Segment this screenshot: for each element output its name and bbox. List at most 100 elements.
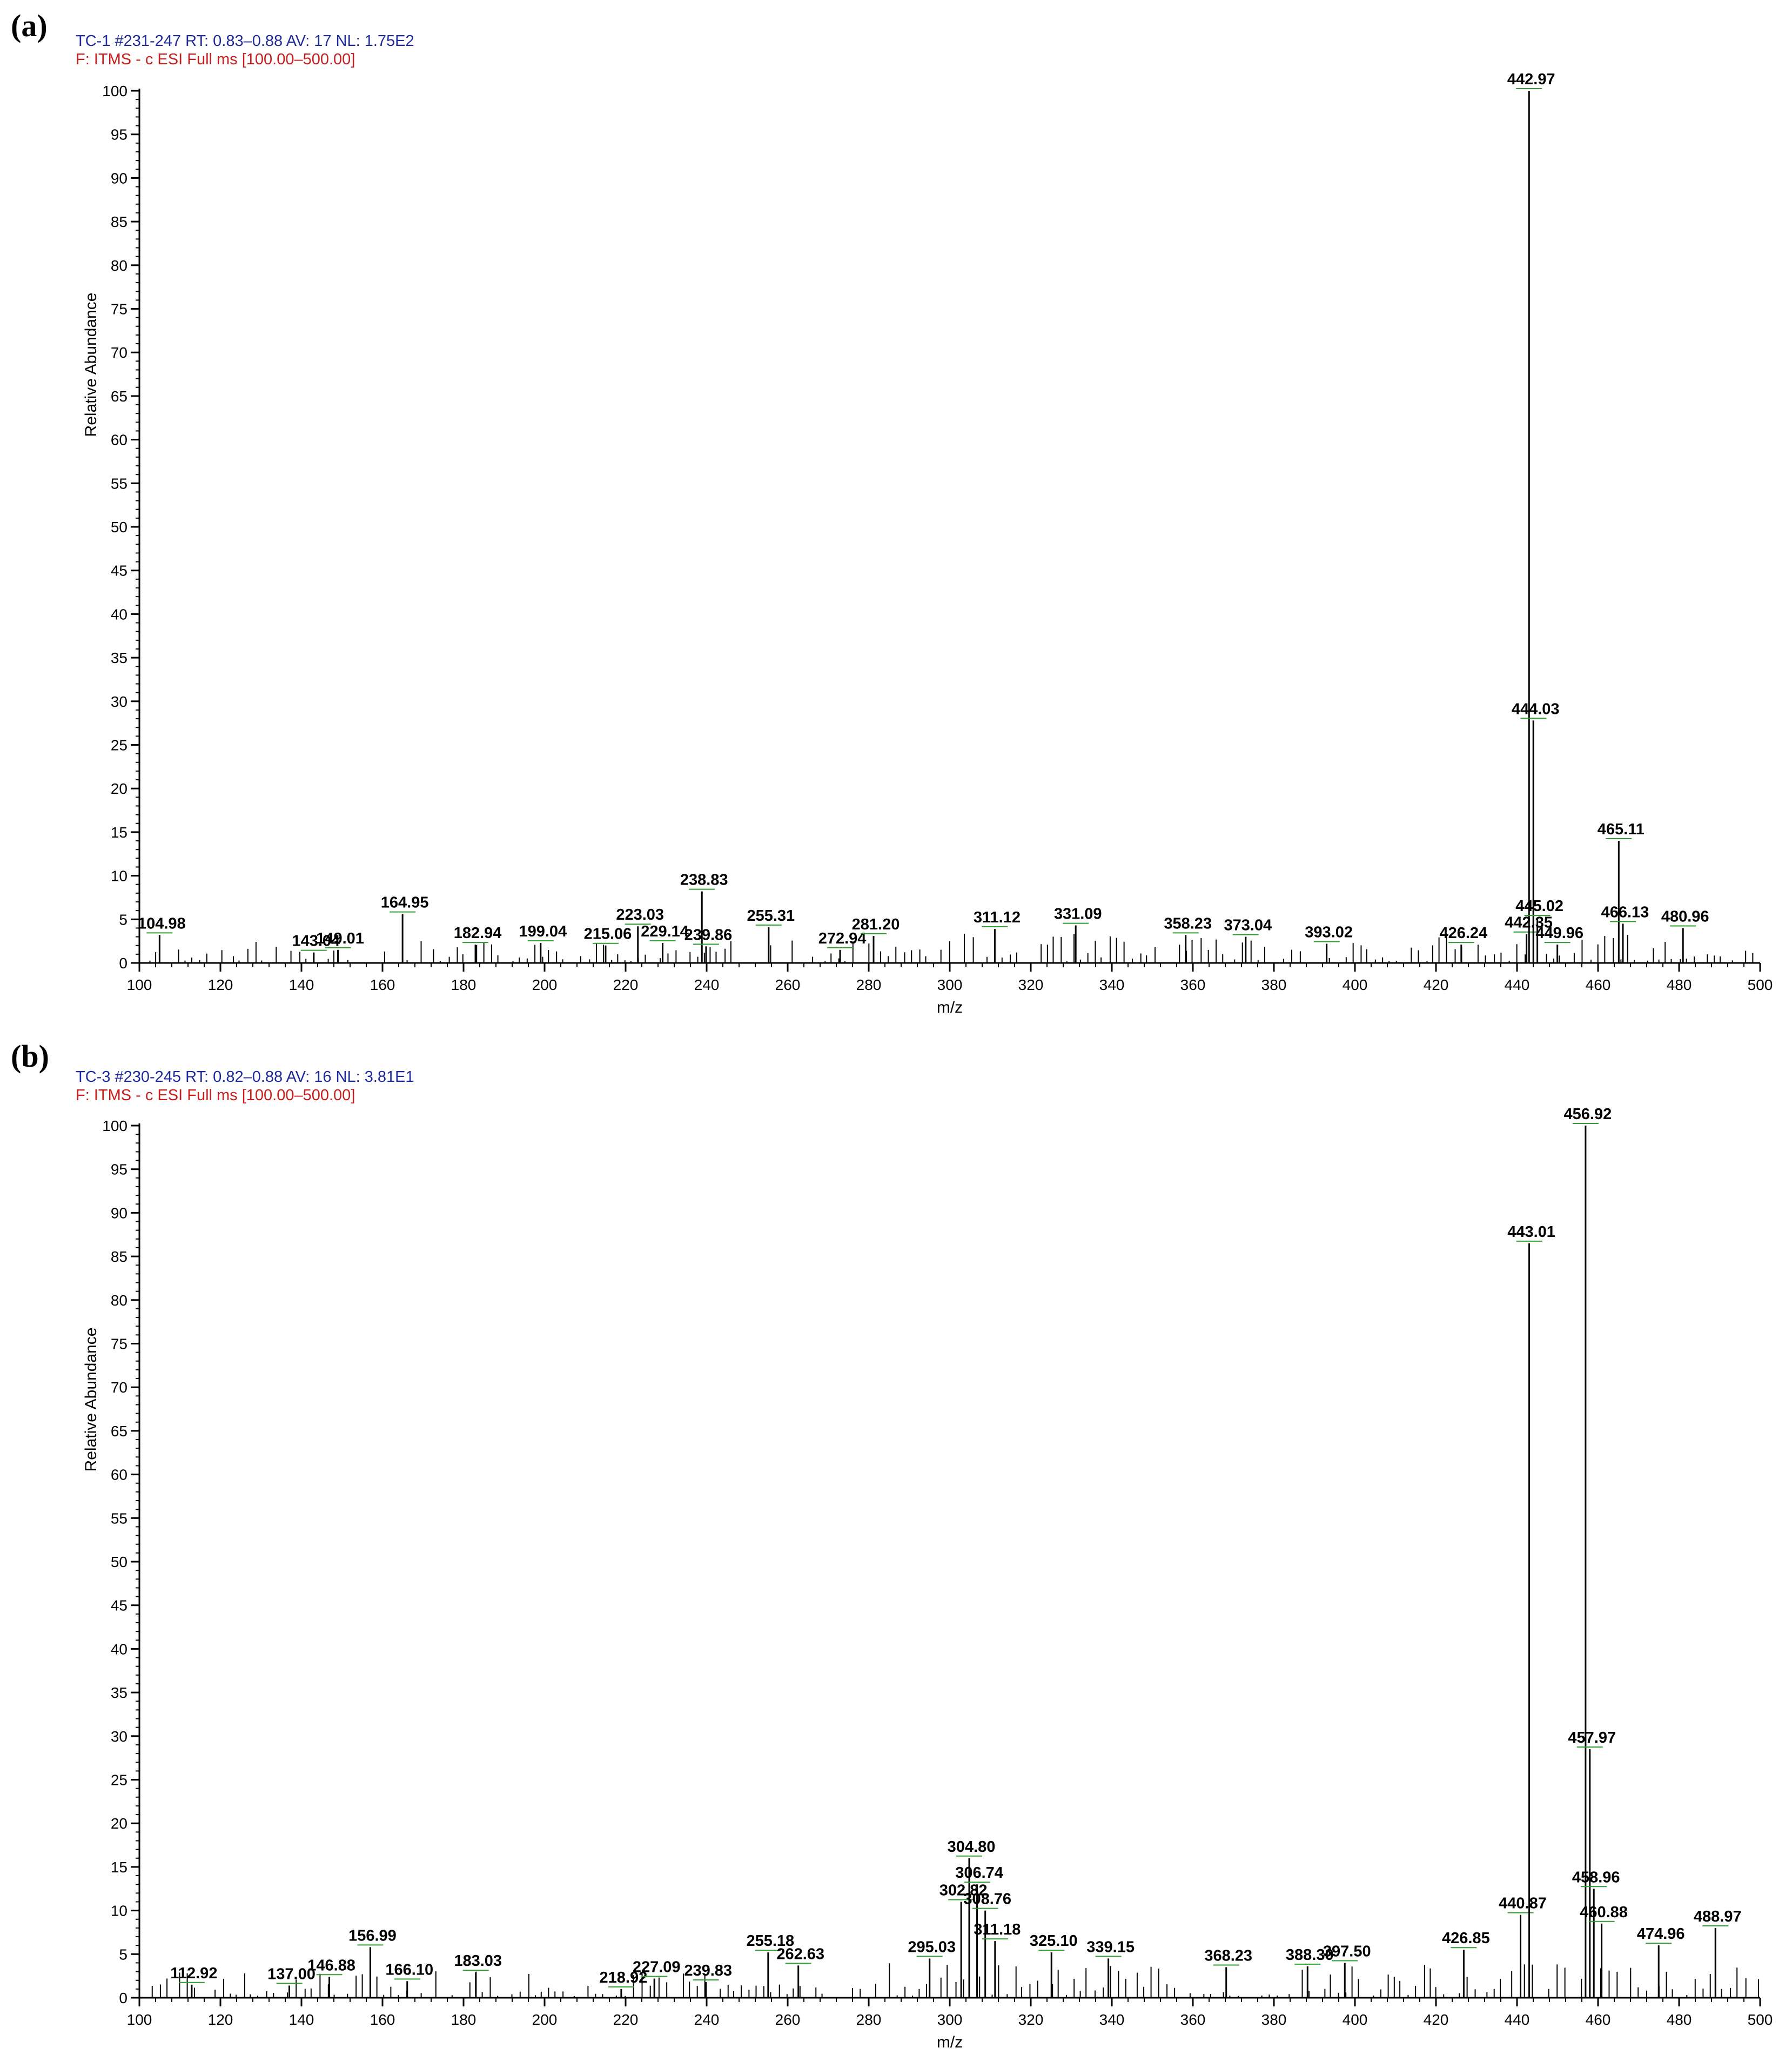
peak-label: 397.50 — [1323, 1943, 1371, 1960]
peak-label: 218.92 — [600, 1969, 648, 1986]
y-tick-label: 10 — [111, 1903, 127, 1919]
y-tick-label: 45 — [111, 563, 127, 579]
peak-label: 442.97 — [1507, 71, 1555, 88]
x-tick-label: 240 — [694, 2011, 720, 2028]
x-tick-label: 440 — [1505, 2011, 1530, 2028]
x-tick-label: 440 — [1505, 976, 1530, 993]
peak-label: 444.03 — [1512, 700, 1560, 718]
panel-a: (a) TC-1 #231-247 RT: 0.83–0.88 AV: 17 N… — [11, 8, 1773, 1016]
y-tick-label: 60 — [111, 432, 127, 449]
y-tick-label: 10 — [111, 868, 127, 885]
filter-header: F: ITMS - c ESI Full ms [100.00–500.00] — [76, 51, 355, 68]
peak-label: 146.88 — [307, 1957, 355, 1974]
peak-label: 440.87 — [1499, 1895, 1547, 1912]
peak-label: 164.95 — [381, 894, 429, 912]
peak-label: 393.02 — [1305, 923, 1353, 941]
peak-label: 306.74 — [955, 1864, 1003, 1882]
peak-label: 215.06 — [584, 926, 632, 943]
x-tick-label: 500 — [1748, 2011, 1773, 2028]
peak-label: 373.04 — [1224, 917, 1272, 934]
y-tick-label: 15 — [111, 824, 127, 841]
x-tick-label: 260 — [775, 2011, 801, 2028]
peak-label: 465.11 — [1598, 821, 1645, 838]
x-tick-label: 140 — [289, 2011, 314, 2028]
y-axis-title: Relative Abundance — [82, 1328, 100, 1472]
x-tick-label: 380 — [1261, 976, 1287, 993]
peak-label: 239.86 — [684, 926, 733, 943]
peak-label: 466.13 — [1601, 904, 1649, 921]
x-tick-label: 300 — [937, 976, 963, 993]
peak-label: 388.30 — [1286, 1946, 1334, 1964]
y-tick-label: 75 — [111, 301, 127, 318]
x-tick-label: 360 — [1180, 976, 1206, 993]
y-tick-label: 95 — [111, 1161, 127, 1178]
x-tick-label: 480 — [1667, 976, 1692, 993]
y-tick-label: 30 — [111, 693, 127, 710]
x-tick-label: 120 — [208, 976, 233, 993]
panel-letter: (a) — [11, 8, 48, 43]
y-tick-label: 0 — [119, 955, 127, 972]
x-tick-label: 180 — [451, 2011, 476, 2028]
y-tick-label: 90 — [111, 170, 127, 186]
peak-label: 166.10 — [385, 1961, 433, 1978]
y-tick-label: 20 — [111, 780, 127, 797]
x-tick-label: 140 — [289, 976, 314, 993]
y-tick-label: 15 — [111, 1859, 127, 1876]
x-tick-label: 320 — [1018, 976, 1044, 993]
x-axis-title: m/z — [937, 2033, 963, 2051]
y-tick-label: 35 — [111, 1684, 127, 1701]
peak-label: 445.02 — [1515, 898, 1563, 915]
y-tick-label: 70 — [111, 1379, 127, 1396]
peak-label: 255.31 — [747, 907, 795, 925]
x-tick-label: 420 — [1424, 2011, 1449, 2028]
y-tick-label: 35 — [111, 650, 127, 666]
x-tick-label: 360 — [1180, 2011, 1206, 2028]
peak-label: 302.82 — [939, 1882, 988, 1899]
y-tick-label: 100 — [102, 1117, 127, 1134]
peak-label: 358.23 — [1164, 915, 1212, 932]
peak-label: 227.09 — [633, 1958, 681, 1976]
panel-letter: (b) — [11, 1039, 49, 1074]
peak-label: 156.99 — [348, 1927, 397, 1944]
y-tick-label: 5 — [119, 1946, 127, 1963]
peak-label: 325.10 — [1030, 1932, 1078, 1950]
peak-label: 262.63 — [776, 1945, 824, 1963]
y-tick-label: 5 — [119, 911, 127, 928]
y-tick-label: 85 — [111, 1248, 127, 1265]
peak-label: 460.88 — [1580, 1904, 1628, 1921]
x-tick-label: 180 — [451, 976, 476, 993]
x-tick-label: 320 — [1018, 2011, 1044, 2028]
peak-label: 143.04 — [292, 933, 340, 950]
peak-label: 449.96 — [1535, 925, 1583, 942]
peak-label: 339.15 — [1086, 1938, 1135, 1956]
peak-label: 304.80 — [948, 1838, 996, 1856]
peak-label: 458.96 — [1572, 1869, 1620, 1886]
y-tick-label: 90 — [111, 1204, 127, 1221]
peak-label: 255.18 — [746, 1932, 794, 1950]
y-tick-label: 40 — [111, 1641, 127, 1657]
peak-label: 474.96 — [1637, 1925, 1685, 1943]
y-tick-label: 30 — [111, 1728, 127, 1745]
x-tick-label: 460 — [1586, 2011, 1611, 2028]
x-tick-label: 280 — [856, 2011, 882, 2028]
x-tick-label: 220 — [613, 976, 639, 993]
peak-label: 183.03 — [454, 1952, 502, 1970]
spectrum-chart: 0 5 10 15 20 25 30 35 40 45 50 55 60 65 70 75 80 85 90 95 10… — [82, 71, 1773, 1016]
x-tick-label: 340 — [1099, 2011, 1125, 2028]
peak-label: 426.24 — [1439, 925, 1487, 942]
peak-label: 295.03 — [908, 1938, 956, 1956]
y-tick-label: 25 — [111, 737, 127, 754]
x-tick-label: 420 — [1424, 976, 1449, 993]
peak-label: 308.76 — [963, 1891, 1011, 1908]
peak-label: 239.83 — [684, 1962, 732, 1979]
y-tick-label: 95 — [111, 126, 127, 143]
peak-label: 311.12 — [974, 909, 1021, 926]
peak-label: 443.01 — [1507, 1223, 1555, 1241]
peak-label: 488.97 — [1694, 1908, 1742, 1925]
peak-label: 272.94 — [818, 930, 867, 947]
x-tick-label: 200 — [532, 2011, 558, 2028]
peak-label: 149.01 — [316, 930, 364, 947]
peak-label: 311.18 — [974, 1921, 1021, 1938]
x-tick-label: 100 — [127, 976, 152, 993]
x-tick-label: 120 — [208, 2011, 233, 2028]
